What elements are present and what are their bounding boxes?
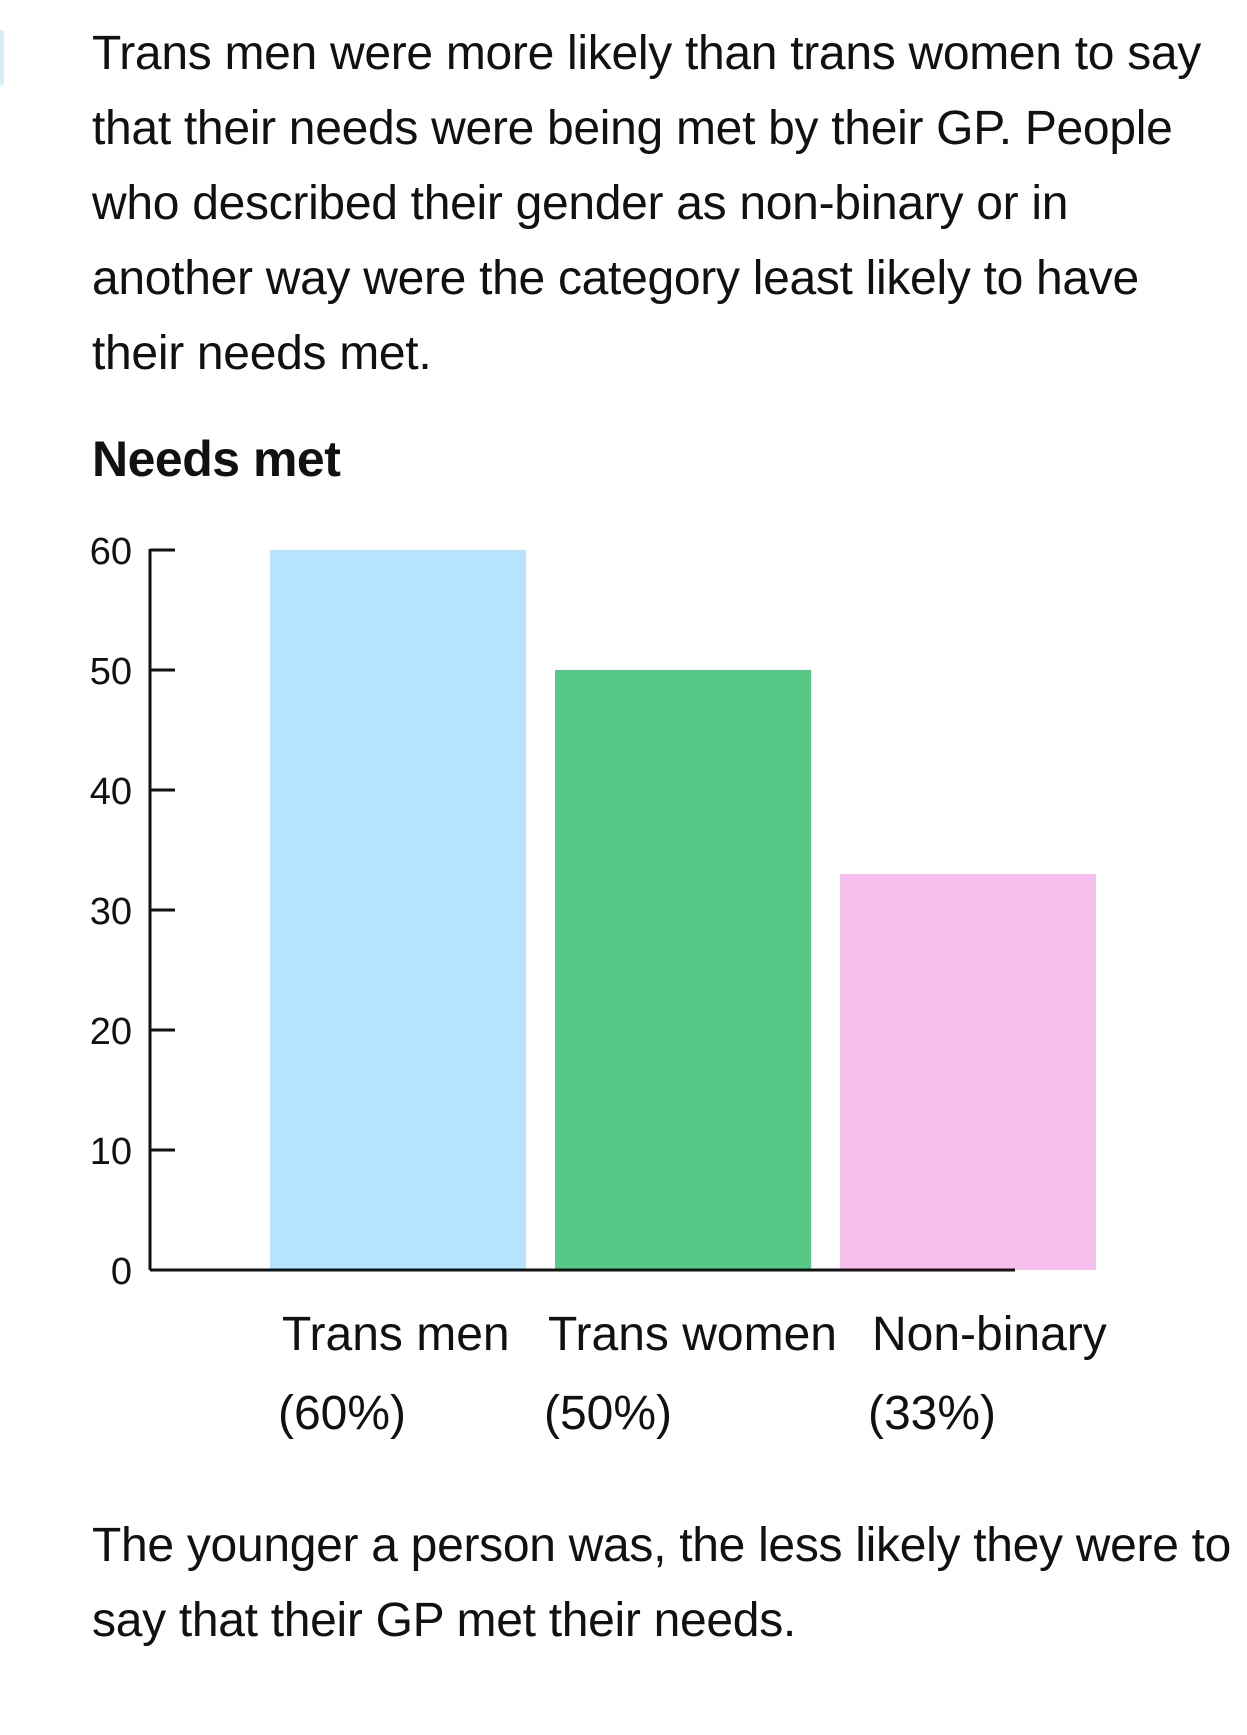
y-tick-label-0: 0 bbox=[111, 1251, 132, 1293]
y-tick-label-40: 40 bbox=[90, 771, 132, 813]
bar-chart: 0 10 20 30 40 50 60 Trans men (60%) Trans women (5… bbox=[90, 531, 1107, 1440]
x-category-label-0: Trans men bbox=[282, 1308, 510, 1361]
y-tick-label-60: 60 bbox=[90, 531, 132, 573]
chart-title: Needs met bbox=[92, 431, 341, 487]
x-value-label-1: (50%) bbox=[544, 1387, 672, 1440]
outro-paragraph: The younger a person was, the less likel… bbox=[92, 1519, 1232, 1647]
y-tick-label-30: 30 bbox=[90, 891, 132, 933]
x-category-label-1: Trans women bbox=[548, 1308, 837, 1361]
x-value-label-2: (33%) bbox=[868, 1387, 996, 1440]
bar-0 bbox=[270, 550, 526, 1270]
x-value-label-0: (60%) bbox=[278, 1387, 406, 1440]
bar-2 bbox=[840, 874, 1096, 1270]
bar-1 bbox=[555, 670, 811, 1270]
x-category-label-2: Non-binary bbox=[872, 1308, 1107, 1361]
y-tick-label-50: 50 bbox=[90, 651, 132, 693]
edge-marker bbox=[0, 30, 4, 85]
y-tick-label-20: 20 bbox=[90, 1011, 132, 1053]
intro-paragraph: Trans men were more likely than trans wo… bbox=[92, 27, 1201, 380]
y-tick-label-10: 10 bbox=[90, 1131, 132, 1173]
